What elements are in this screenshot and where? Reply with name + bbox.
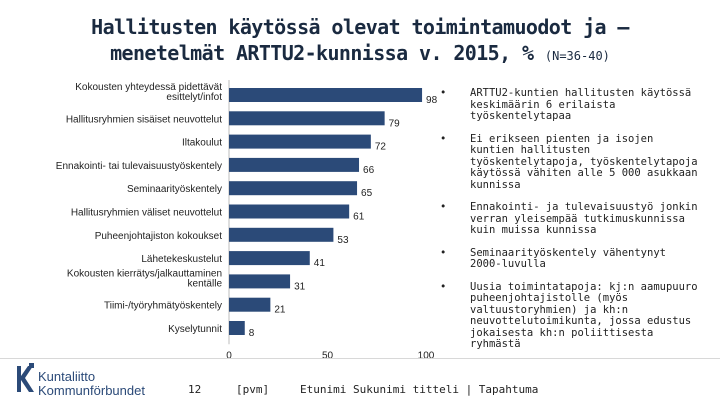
key-findings-list: • ARTTU2-kuntien hallitusten käytössä kes… [440,87,702,362]
finding-text: Ennakointi- ja tulevaisuustyö jonkin ver… [470,201,698,236]
finding-text: Seminaarityöskentely vähentynyt 2000-luv… [470,246,666,270]
bullet-icon: • [440,201,447,213]
bar [229,88,423,102]
bar [229,111,385,126]
bar [229,227,334,242]
logo-text-fi: Kuntaliitto [38,369,96,384]
page-number: 12 [188,383,202,396]
title-line-2-text: menetelmät ARTTU2-kunnissa v. 2015, % [110,41,534,65]
bar [229,134,371,149]
data-label: 72 [375,142,387,153]
finding-item: • Seminaarityöskentely vähentynyt 2000-lu… [440,246,702,271]
bar [229,321,245,335]
bullet-icon: • [440,132,447,145]
category-label: Tiimi-/työryhmätyöskentely [104,301,222,312]
category-label: Kyselytunnit [168,324,222,335]
category-label: Kokousten yhteydessä pidettävät esittelyt… [75,82,222,103]
data-label: 98 [426,95,438,106]
title-line-1: Hallitusten käytössä olevat toimintamuod… [91,15,629,39]
data-label: 79 [389,118,401,129]
bar [229,204,350,219]
data-label: 21 [274,305,286,316]
data-label: 61 [353,212,365,223]
data-label: 65 [361,188,373,199]
bar [229,297,271,312]
bullet-icon: • [440,87,447,99]
finding-item: • Ennakointi- ja tulevaisuustyö jonkin ve… [440,201,702,237]
finding-text: Uusia toimintatapoja: kj:n aamupuuro puh… [470,280,698,350]
category-label: Kokousten kierrätys/jalkauttaminen kentäl… [67,268,223,289]
data-label: 66 [363,165,375,176]
bar [229,274,291,289]
page-title: Hallitusten käytössä olevat toimintamuod… [20,14,700,69]
bar [229,251,310,266]
category-label: Seminaarityöskentely [127,184,222,195]
finding-text: ARTTU2-kuntien hallitusten käytössä kesk… [470,87,692,122]
kuntaliitto-logo-icon [17,363,34,392]
kuntaliitto-logo: Kuntaliitto Kommunförbundet [14,362,184,398]
bar [229,181,358,196]
data-label: 41 [314,258,326,269]
category-label: Ennakointi- tai tulevaisuustyöskentely [56,161,222,172]
bullet-icon: • [440,280,447,293]
logo-text-sv: Kommunförbundet [38,383,145,398]
finding-item: • Ei erikseen pienten ja isojen kuntien h… [440,132,702,192]
bar [229,157,360,172]
data-label: 31 [294,281,306,292]
footer-date: [pvm] [236,383,270,396]
footer-author: Etunimi Sukunimi titteli | Tapahtuma [300,383,539,396]
data-label: 8 [249,328,255,339]
x-tick-label: 50 [322,350,334,361]
x-tick-label: 0 [226,350,232,361]
footer-divider [0,358,720,359]
bar-chart: 98 Kokousten yhteydessä pidettävät esittel… [56,80,438,361]
finding-item: • Uusia toimintatapoja: kj:n aamupuuro pu… [440,280,702,351]
category-label: Hallitusryhmien sisäiset neuvottelut [66,114,222,125]
category-label: Lähetekeskustelut [141,254,222,265]
x-tick-label: 100 [418,350,435,361]
title-line-2: menetelmät ARTTU2-kunnissa v. 2015, % (N… [20,40,700,69]
finding-text: Ei erikseen pienten ja isojen kuntien ha… [470,132,698,191]
sample-size: (N=36-40) [544,49,610,63]
category-label: Hallitusryhmien väliset neuvottelut [71,208,222,219]
finding-item: • ARTTU2-kuntien hallitusten käytössä kes… [440,87,702,123]
data-label: 53 [337,235,349,246]
category-label: Iltakoulut [182,138,222,149]
bullet-icon: • [440,246,447,259]
category-label: Puheenjohtajiston kokoukset [95,231,223,242]
